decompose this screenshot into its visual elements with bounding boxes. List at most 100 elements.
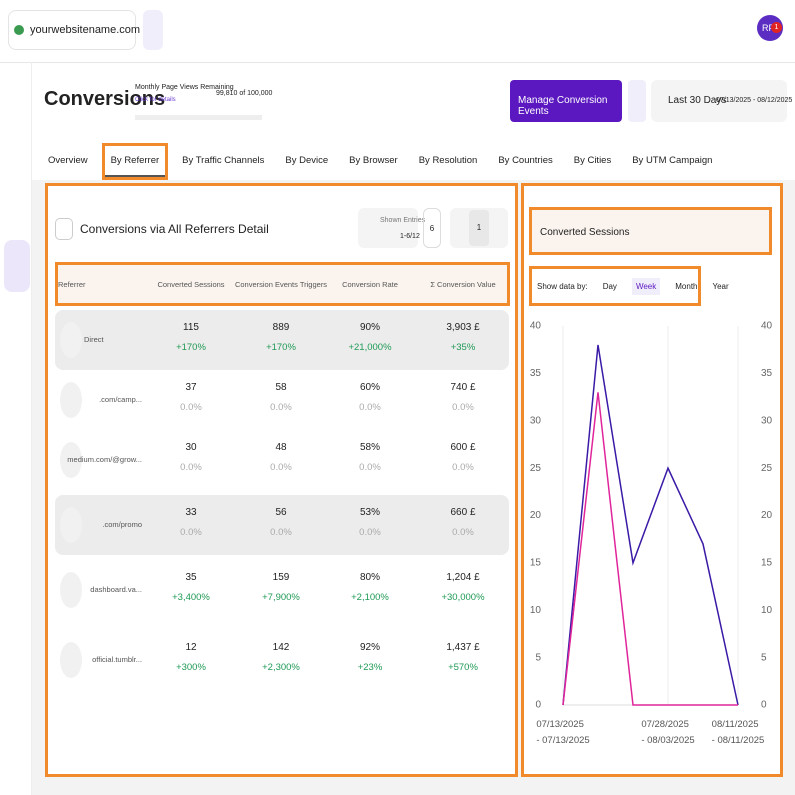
y-tick-label: 0 — [535, 700, 541, 711]
cell-value: 660 £ — [450, 507, 476, 518]
sidebar — [0, 62, 32, 795]
referrer-name: medium.com/@grow... — [67, 455, 142, 464]
column-header[interactable]: Conversion Events Triggers — [234, 280, 328, 289]
tab[interactable]: By Referrer — [101, 143, 169, 180]
site-name: yourwebsitename.com — [30, 24, 141, 36]
y-tick-label: 35 — [530, 368, 542, 379]
quota-bar — [135, 115, 262, 120]
cell-change: +3,400% — [172, 592, 210, 603]
column-header[interactable]: Referrer — [58, 280, 86, 289]
y-tick-label: 20 — [530, 510, 542, 521]
cell-change: 0.0% — [359, 462, 381, 473]
series-line — [562, 392, 738, 706]
cell-value: 37 — [185, 382, 197, 393]
entries-range: 1-6/12 — [400, 233, 420, 240]
cell-change: +35% — [450, 342, 476, 353]
quota-value: 99,810 of 100,000 — [216, 90, 273, 97]
entries-box[interactable] — [358, 208, 418, 248]
tab[interactable]: By Resolution — [418, 155, 478, 166]
cell-change: 0.0% — [180, 462, 202, 473]
chart: 0 5 10 15 20 25 30 35 40 0 5 10 15 20 25 30 35 40 — [530, 321, 773, 711]
referrer-icon — [60, 322, 82, 358]
series-line — [562, 344, 739, 706]
y2-tick-label: 30 — [761, 415, 773, 426]
x-tick-label: 08/11/2025 - 08/11/2025 — [711, 719, 765, 747]
cell-change: +170% — [176, 342, 206, 353]
show-by-label: Show data by: — [537, 281, 588, 291]
period-option[interactable]: Day — [602, 281, 617, 291]
refresh-button[interactable] — [628, 80, 646, 122]
y-tick-label: 25 — [530, 463, 542, 474]
tab[interactable]: By Cities — [573, 155, 612, 166]
column-header[interactable]: Converted Sessions — [157, 280, 225, 289]
cell-value: 58% — [359, 442, 381, 453]
cell-value: 92% — [359, 642, 381, 653]
cell-change: +21,000% — [348, 342, 392, 353]
cell-value: 159 — [272, 572, 290, 583]
y-tick-label: 5 — [535, 652, 541, 663]
cell-value: 56 — [275, 507, 287, 518]
period-option[interactable]: Year — [712, 281, 729, 291]
cell-value: 30 — [185, 442, 197, 453]
page-number[interactable]: 1 — [469, 210, 489, 246]
cell-value: 1,204 £ — [446, 572, 480, 583]
cell-value: 889 — [272, 322, 290, 333]
range-dates: 07/13/2025 - 08/12/2025 — [716, 97, 793, 104]
referrer-name: official.tumblr... — [92, 655, 142, 664]
site-icon — [14, 25, 24, 35]
cell-value: 90% — [359, 322, 381, 333]
topbar-divider — [0, 62, 795, 63]
tab[interactable]: Overview — [48, 155, 88, 166]
period-option[interactable]: Week — [631, 277, 661, 295]
y2-tick-label: 25 — [761, 463, 773, 474]
y2-tick-label: 15 — [761, 558, 773, 569]
y2-tick-label: 5 — [761, 652, 767, 663]
sidebar-active[interactable] — [4, 240, 30, 292]
cell-change: 0.0% — [270, 462, 292, 473]
quota-link[interactable]: Click for details — [135, 97, 176, 103]
cell-change: 0.0% — [452, 402, 474, 413]
row-highlight — [55, 310, 509, 370]
tab[interactable]: By Countries — [498, 155, 553, 166]
y2-tick-label: 35 — [761, 368, 773, 379]
period-option[interactable]: Month — [675, 281, 698, 291]
metric-select[interactable]: Converted Sessions — [529, 207, 772, 255]
page-title: Conversions — [44, 88, 166, 110]
column-header[interactable]: Σ Conversion Value — [430, 280, 496, 289]
y2-tick-label: 40 — [761, 321, 773, 332]
table-header — [55, 262, 510, 306]
page-size[interactable]: 6 — [423, 208, 441, 248]
tabs: Overview By Referrer By Traffic Channels By… — [44, 143, 716, 180]
range-label: Last 30 Days — [668, 95, 727, 106]
cell-change: 0.0% — [270, 527, 292, 538]
column-header[interactable]: Conversion Rate — [342, 280, 398, 289]
cell-change: +2,300% — [262, 662, 300, 673]
date-range[interactable] — [651, 80, 787, 122]
y2-tick-label: 10 — [761, 605, 773, 616]
card-icon — [55, 218, 73, 240]
manage-button[interactable]: Manage Conversion Events — [510, 80, 622, 122]
site-selector[interactable] — [8, 10, 136, 50]
card-title: Conversions via All Referrers Detail — [80, 222, 269, 236]
referrer-icon — [60, 382, 82, 418]
chart-card — [521, 183, 783, 777]
cell-change: 0.0% — [359, 527, 381, 538]
cell-change: +23% — [357, 662, 383, 673]
x-tick-label: 07/28/2025 - 08/03/2025 — [641, 719, 695, 747]
quota-label: Monthly Page Views Remaining — [135, 84, 234, 91]
tab[interactable]: By UTM Campaign — [632, 155, 713, 166]
tab[interactable]: By Device — [285, 155, 329, 166]
site-link-button[interactable] — [143, 10, 163, 50]
cell-value: 58 — [275, 382, 287, 393]
cell-value: 35 — [185, 572, 197, 583]
y-tick-label: 40 — [530, 321, 542, 332]
cell-change: +30,000% — [441, 592, 485, 603]
tab[interactable]: By Browser — [349, 155, 398, 166]
x-tick-label: 07/13/2025 - 07/13/2025 — [536, 719, 590, 747]
row-highlight — [55, 495, 509, 555]
cell-change: 0.0% — [180, 527, 202, 538]
y2-tick-label: 20 — [761, 510, 773, 521]
tab[interactable]: By Traffic Channels — [182, 155, 265, 166]
cell-value: 3,903 £ — [446, 322, 480, 333]
